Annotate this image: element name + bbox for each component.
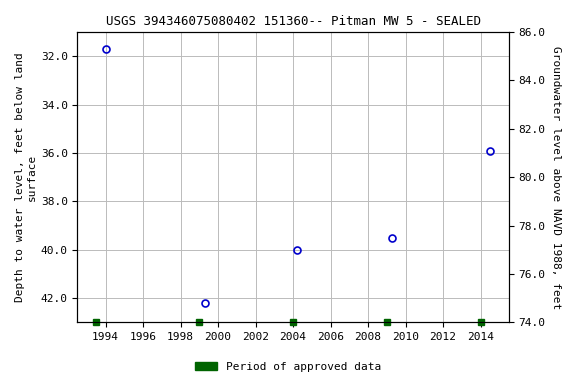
Y-axis label: Groundwater level above NAVD 1988, feet: Groundwater level above NAVD 1988, feet	[551, 46, 561, 309]
Y-axis label: Depth to water level, feet below land
surface: Depth to water level, feet below land su…	[15, 52, 37, 302]
Legend: Period of approved data: Period of approved data	[191, 358, 385, 377]
Title: USGS 394346075080402 151360-- Pitman MW 5 - SEALED: USGS 394346075080402 151360-- Pitman MW …	[105, 15, 480, 28]
